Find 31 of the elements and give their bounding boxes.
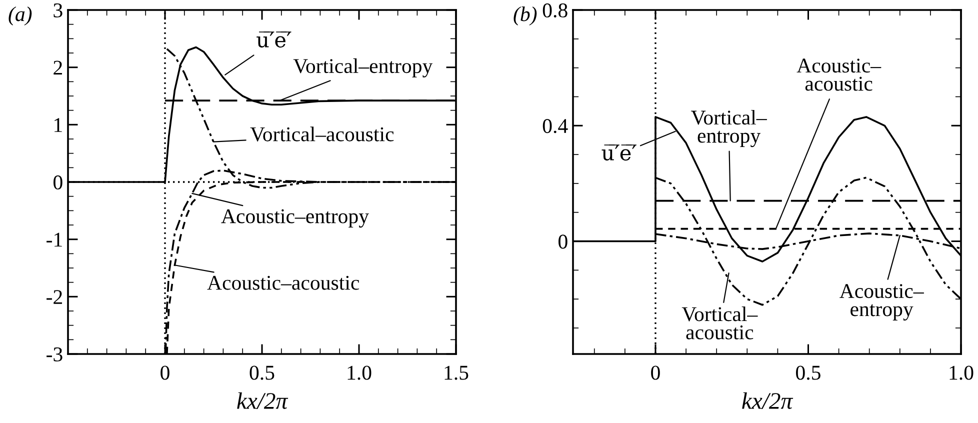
- x-tick-label: 0: [651, 366, 660, 380]
- chart-title: (b): [514, 6, 537, 26]
- y-tick-label: 3: [54, 3, 62, 18]
- y-tick-label: -2: [46, 290, 62, 304]
- y-tick-label: 2: [54, 60, 62, 75]
- annotation: u̅′̅e̅′̅: [256, 32, 292, 48]
- x-tick-label: 0: [160, 366, 170, 380]
- x-tick-label: 1.0: [348, 366, 372, 380]
- x-tick-label: 0.5: [796, 366, 820, 380]
- y-tick-label: 0.4: [542, 119, 568, 134]
- annotation: Vortical–acoustic: [250, 126, 394, 142]
- y-tick-label: -1: [46, 232, 62, 247]
- annotation: Acoustic– entropy: [840, 284, 924, 321]
- annotation: u̅′̅e̅′̅: [602, 144, 636, 161]
- y-tick-label: 0: [54, 175, 62, 190]
- annotation: Acoustic– acoustic: [796, 58, 882, 91]
- annotation: Acoustic–acoustic: [207, 276, 360, 290]
- x-tick-label: 1.0: [950, 366, 974, 380]
- annotation: Vortical– acoustic: [682, 306, 758, 340]
- x-tick-label: 0.5: [250, 366, 274, 380]
- y-tick-label: -3: [46, 347, 62, 362]
- annotation: Vortical–entropy: [293, 58, 433, 78]
- x-axis-title: kx/2π: [742, 392, 794, 409]
- chart-title: (a): [8, 6, 32, 26]
- annotation: Vortical– entropy: [691, 110, 767, 148]
- y-tick-label: 0.8: [542, 3, 568, 18]
- x-tick-label: 1.5: [444, 366, 468, 380]
- x-axis-title: kx/2π: [237, 392, 288, 409]
- y-tick-label: 0: [558, 234, 568, 249]
- annotation: Acoustic–entropy: [221, 209, 369, 228]
- y-tick-label: 1: [54, 118, 62, 132]
